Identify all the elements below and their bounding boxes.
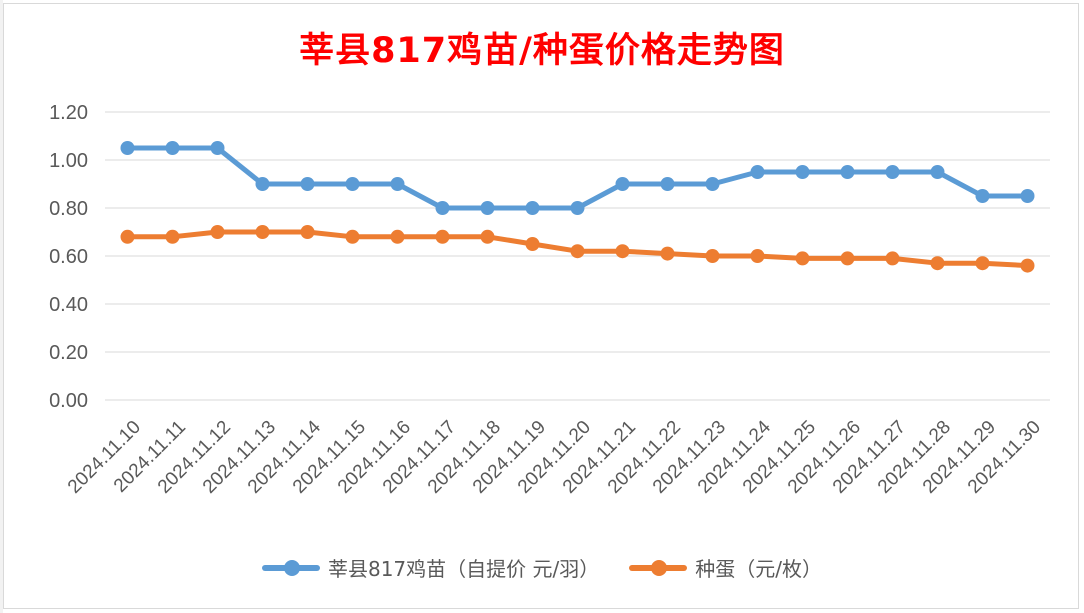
legend-label-egg: 种蛋（元/枚） [695,557,823,581]
legend-swatch-chick [261,559,320,576]
data-point [660,246,675,261]
y-tick-label: 1.20 [49,102,88,124]
chart-title: 莘县817鸡苗/种蛋价格走势图 [299,31,785,71]
data-point [840,165,855,179]
legend-item-chick: 莘县817鸡苗（自提价 元/羽） [261,553,600,582]
data-point [795,165,810,179]
data-point [210,141,225,155]
data-point [705,249,720,263]
data-point [525,201,540,215]
data-point [930,256,945,271]
data-point [885,251,900,266]
data-point [120,141,135,155]
data-point [480,229,495,244]
sheet-edge [0,0,3,613]
legend: 莘县817鸡苗（自提价 元/羽） 种蛋（元/枚） [0,553,1084,582]
y-tick-label: 0.80 [49,198,88,220]
data-point [165,229,180,244]
y-tick-label: 1.00 [49,150,88,172]
y-tick-label: 0.00 [49,390,88,412]
data-point [435,201,450,215]
data-point [255,177,270,191]
data-point [300,225,315,239]
data-point [525,237,540,251]
data-point [930,165,945,179]
y-tick-label: 0.40 [49,294,88,316]
data-point [435,229,450,244]
legend-label-chick: 莘县817鸡苗（自提价 元/羽） [327,557,600,581]
data-point [210,225,225,239]
legend-item-egg: 种蛋（元/枚） [629,553,822,582]
data-point [120,229,135,244]
data-point [165,141,180,155]
data-point [750,249,765,263]
data-point [390,229,405,244]
data-point [975,256,990,271]
chart-area [3,3,1079,609]
data-point [1020,189,1035,203]
data-point [750,165,765,179]
data-point [615,177,630,191]
data-point [660,177,675,191]
y-tick-label: 0.60 [49,246,88,268]
data-point [570,244,585,259]
data-point [570,201,585,215]
data-point [840,251,855,266]
data-point [1020,258,1035,273]
data-point [255,225,270,239]
data-point [345,229,360,244]
y-tick-label: 0.20 [49,342,88,364]
data-point [390,177,405,191]
data-point [885,165,900,179]
data-point [615,244,630,259]
legend-swatch-egg [629,559,688,576]
data-point [795,251,810,266]
data-point [300,177,315,191]
data-point [480,201,495,215]
data-point [705,177,720,191]
data-point [975,189,990,203]
data-point [345,177,360,191]
